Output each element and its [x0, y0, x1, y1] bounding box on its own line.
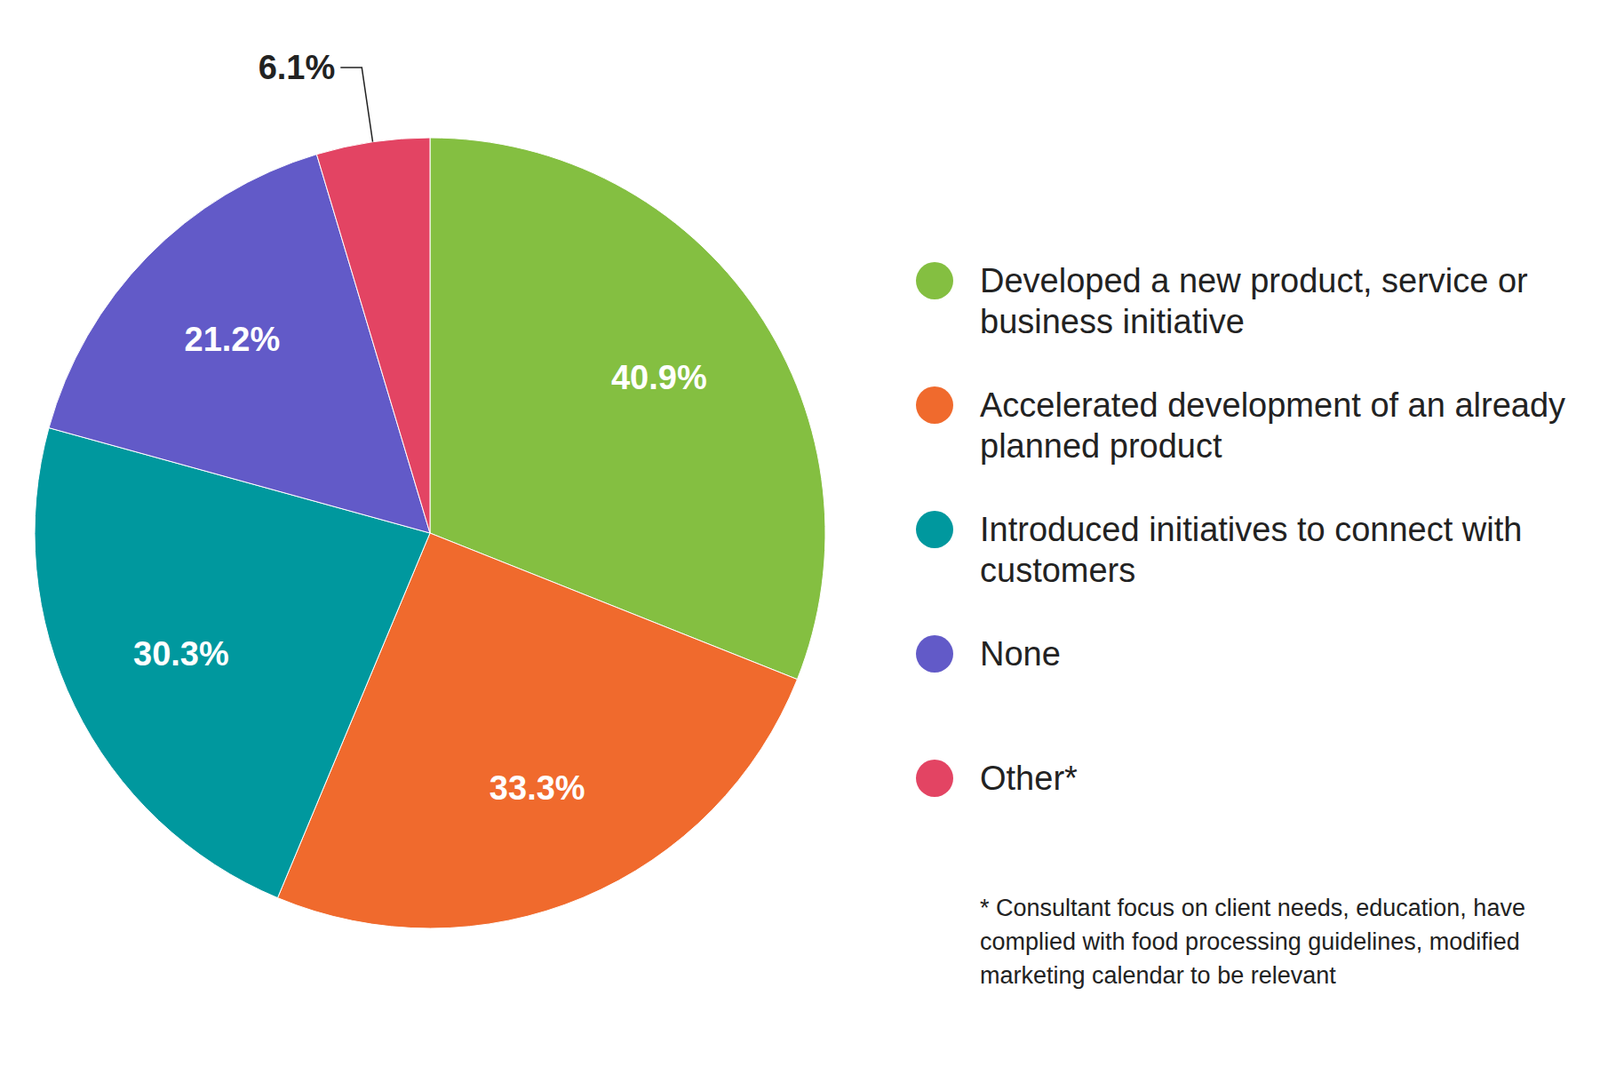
text-line: * Consultant focus on client needs, educ… — [979, 894, 1526, 922]
text-line: business initiative — [979, 302, 1245, 341]
data-labels: 40.9% 33.3% 30.3% 21.2% 6.1% — [133, 48, 708, 807]
legend: Developed a new product, service orbusin… — [915, 262, 1566, 797]
legend-label: Other* — [979, 759, 1078, 797]
text-line: Accelerated development of an already — [979, 386, 1566, 424]
legend-swatch — [915, 635, 954, 673]
legend-label: Developed a new product, service orbusin… — [979, 262, 1529, 341]
legend-label: None — [979, 635, 1061, 673]
data-label: 33.3% — [489, 769, 586, 807]
text-line: None — [979, 635, 1061, 673]
legend-label: Accelerated development of an alreadypla… — [979, 386, 1566, 465]
data-label: 6.1% — [258, 48, 336, 87]
text-line: Introduced initiatives to connect with — [979, 510, 1522, 549]
data-label: 30.3% — [133, 635, 230, 673]
text-line: marketing calendar to be relevant — [979, 962, 1337, 989]
legend-swatch — [915, 510, 954, 549]
pie-slice — [316, 137, 430, 534]
legend-swatch — [915, 262, 954, 300]
text-line: Developed a new product, service or — [979, 262, 1529, 300]
chart-container: 40.9% 33.3% 30.3% 21.2% 6.1% Developed a new … — [0, 0, 1600, 1067]
data-label: 21.2% — [184, 320, 281, 359]
pie — [34, 137, 826, 929]
legend-label: Introduced initiatives to connect withcu… — [979, 510, 1522, 590]
legend-swatch — [915, 759, 954, 797]
chart-svg: 40.9% 33.3% 30.3% 21.2% 6.1% Developed a new … — [0, 0, 1600, 1067]
text-line: Other* — [979, 759, 1078, 797]
text-line: complied with food processing guidelines… — [979, 928, 1521, 956]
text-line: customers — [979, 551, 1136, 590]
text-line: planned product — [979, 427, 1223, 465]
legend-swatch — [915, 386, 954, 424]
data-label: 40.9% — [611, 358, 708, 397]
footnote: * Consultant focus on client needs, educ… — [979, 894, 1526, 989]
leader-line — [340, 67, 373, 143]
